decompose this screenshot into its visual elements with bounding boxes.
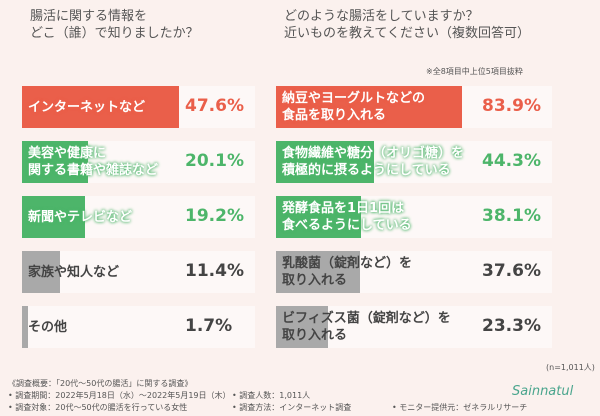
category-label: 納豆やヨーグルトなどの 食品を取り入れる (282, 91, 426, 123)
value-label: 11.4% (185, 261, 244, 281)
bar (22, 251, 60, 293)
category-label: 乳酸菌（錠剤など）を 取り入れる (282, 256, 413, 288)
footer-item: • 調査人数：1,011人 (232, 391, 311, 400)
value-label: 23.3% (482, 316, 541, 336)
bar (276, 86, 463, 128)
value-label: 19.2% (185, 206, 244, 226)
bar (22, 86, 180, 128)
category-label: 新聞やテレビなど (28, 209, 133, 225)
chart-title: どこ（誰）で知りましたか？ (30, 26, 199, 41)
chart-title: 近いものを教えてください（複数回答可） (284, 26, 530, 41)
category-label: 発酵食品を1日1回は 食べるようにしている (282, 201, 412, 233)
footer-item: • モニター提供元：ゼネラルリサーチ (392, 403, 528, 412)
value-label: 1.7% (185, 316, 233, 336)
category-label: 食物繊維や糖分（オリゴ糖）を 積極的に摂るようにしている (282, 146, 465, 178)
category-label: その他 (28, 319, 68, 335)
value-label: 37.6% (482, 261, 541, 281)
value-label: 38.1% (482, 206, 541, 226)
value-label: 47.6% (185, 96, 244, 116)
row-background (22, 251, 255, 293)
sample-size: (n=1,011人) (546, 363, 595, 372)
chart-title: どのような腸活をしていますか？ (284, 9, 479, 24)
footer-item: • 調査方法：インターネット調査 (232, 403, 352, 412)
category-label: 美容や健康に 関する書籍や雑誌など (28, 146, 159, 178)
category-label: ビフィズス菌（錠剤など）を 取り入れる (282, 311, 451, 343)
footer-item: • 調査対象：20代〜50代の腸活を行っている女性 (8, 403, 188, 412)
bar (276, 141, 375, 183)
value-label: 20.1% (185, 151, 244, 171)
logo: Sainnatul (512, 384, 574, 399)
category-label: 家族や知人など (28, 264, 120, 280)
bar (276, 196, 361, 238)
note: ※全8項目中上位5項目抜粋 (426, 67, 523, 76)
footer-heading: 《調査概要：「20代〜50代の腸活」に関する調査》 (8, 379, 193, 388)
bar (22, 196, 86, 238)
bar (276, 251, 360, 293)
bar (276, 306, 328, 348)
bar (22, 306, 28, 348)
chart-title: 腸活に関する情報を (30, 9, 148, 24)
footer-item: • 調査期間：2022年5月18日（水）〜2022年5月19日（木） (8, 391, 231, 400)
value-label: 44.3% (482, 151, 541, 171)
bar (22, 141, 89, 183)
value-label: 83.9% (482, 96, 541, 116)
row-background (22, 306, 255, 348)
category-label: インターネットなど (28, 99, 146, 115)
